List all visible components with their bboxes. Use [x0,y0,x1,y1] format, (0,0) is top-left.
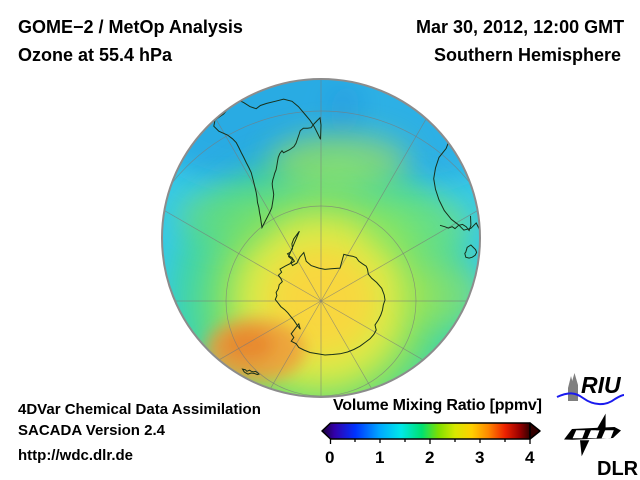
svg-text:DLR: DLR [597,458,639,480]
